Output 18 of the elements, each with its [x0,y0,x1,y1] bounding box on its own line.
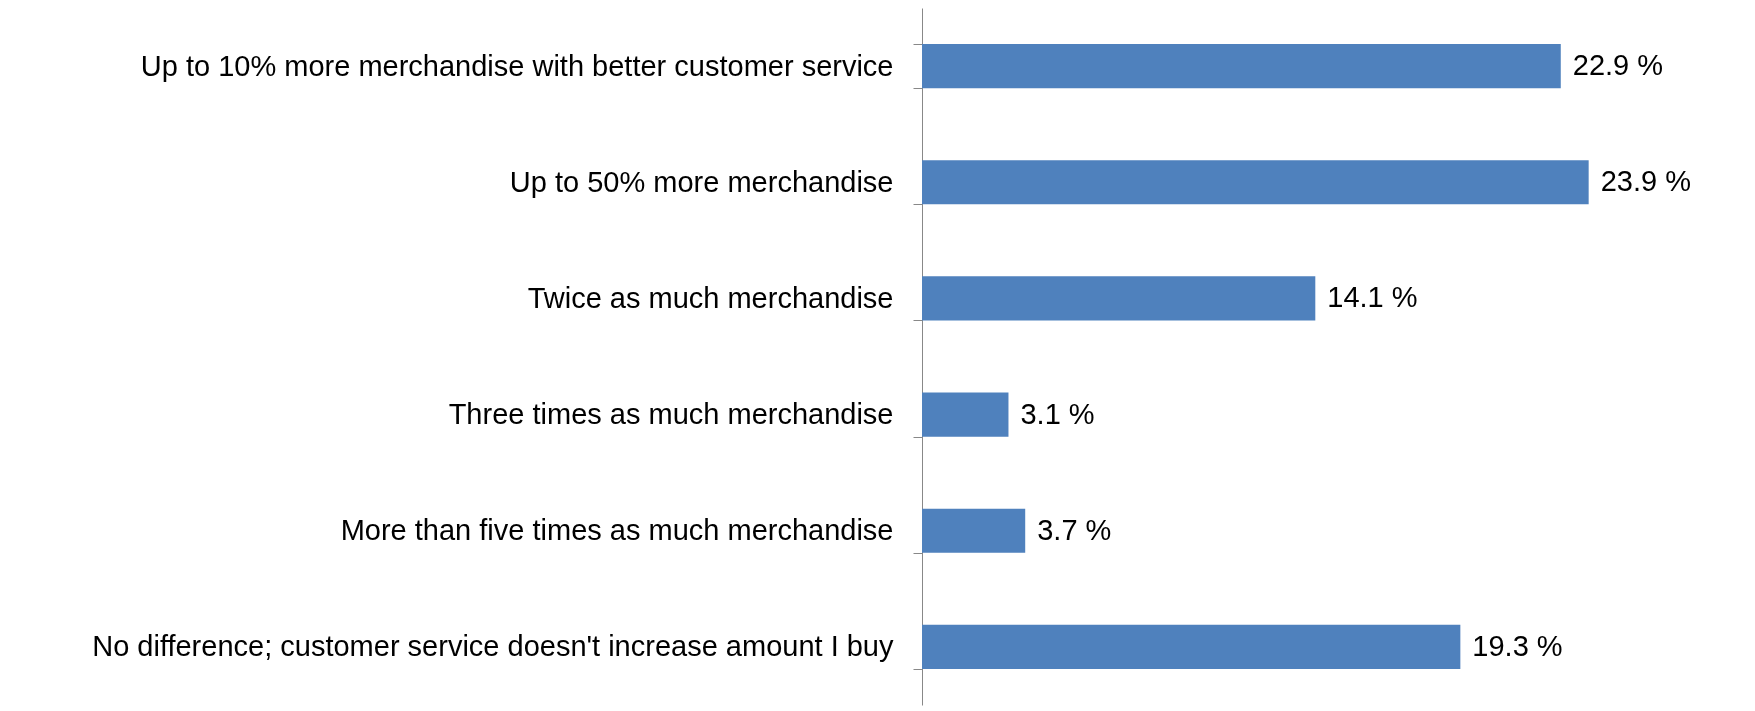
y-tick-label: Up to 50% more merchandise [509,165,894,198]
data-label: 3.1 % [1020,397,1095,430]
data-label: 22.9 % [1572,49,1664,82]
y-tick-label: Up to 10% more merchandise with better customer service [140,49,894,82]
data-label: 19.3 % [1472,629,1563,662]
bar [922,624,1461,669]
data-label: 14.1 % [1327,281,1418,314]
bar [922,44,1561,89]
bar [922,392,1009,437]
y-tick-label: No difference; customer service doesn't increase amount I buy [92,630,894,663]
y-tick-label: Three times as much merchandise [448,398,894,431]
y-tick-label: Twice as much merchandise [527,281,894,314]
data-label: 3.7 % [1037,513,1112,546]
bar [922,160,1589,205]
bar [922,508,1026,553]
y-tick-label: More than five times as much merchandise [340,514,894,547]
data-label: 23.9 % [1600,165,1691,198]
bar [922,276,1316,321]
